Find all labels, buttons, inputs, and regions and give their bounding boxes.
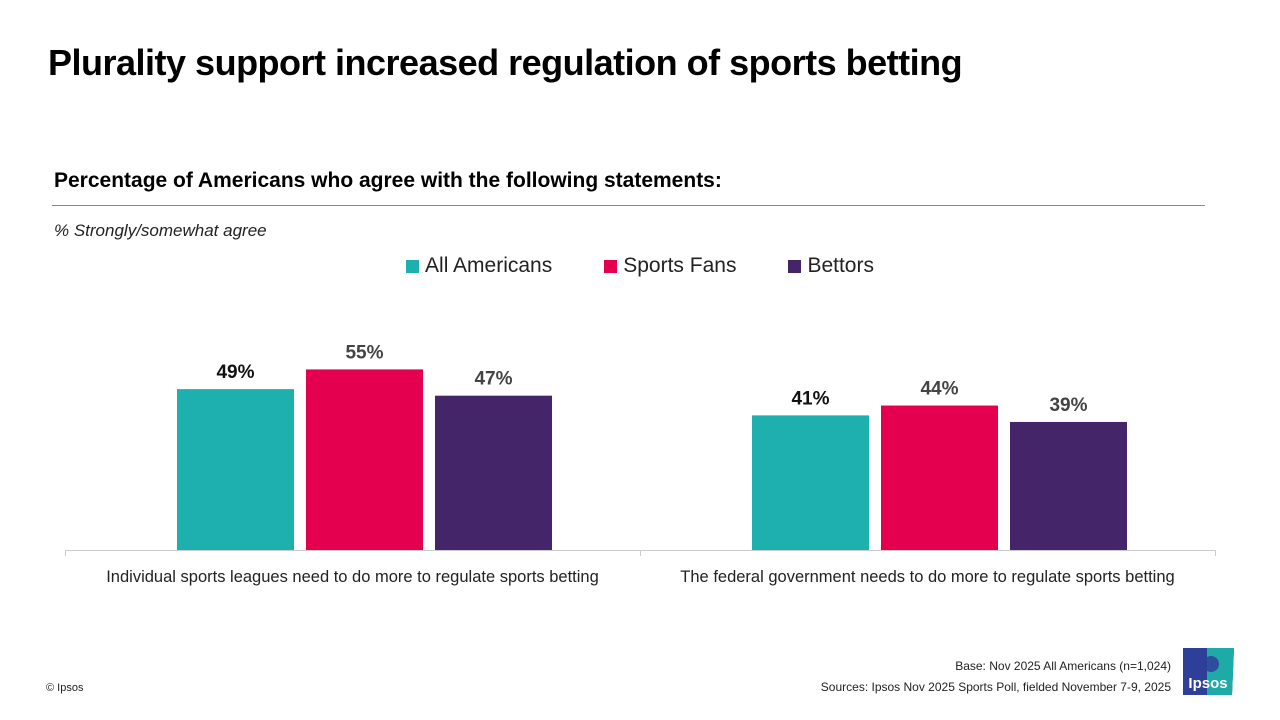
legend-item: Bettors (788, 254, 874, 278)
sources-note: Sources: Ipsos Nov 2025 Sports Poll, fie… (820, 680, 1171, 694)
data-label: 39% (1049, 395, 1087, 416)
chart-note: % Strongly/somewhat agree (54, 221, 267, 240)
divider (52, 205, 1205, 206)
legend-swatch (604, 259, 618, 273)
bar (752, 415, 869, 550)
legend: All Americans Sports Fans Bettors (0, 254, 1280, 278)
legend-item: Sports Fans (604, 254, 736, 278)
bar (881, 405, 998, 550)
legend-label: All Americans (425, 254, 553, 277)
bar (1010, 421, 1127, 550)
ipsos-logo: Ipsos (1183, 648, 1234, 695)
legend-swatch (788, 259, 802, 273)
legend-item: All Americans (406, 254, 552, 278)
copyright: © Ipsos (46, 682, 84, 694)
legend-label: Sports Fans (623, 254, 737, 277)
chart-title: Percentage of Americans who agree with t… (54, 169, 722, 192)
bar (177, 389, 294, 550)
data-label: 49% (216, 362, 254, 383)
legend-swatch (406, 259, 420, 273)
data-label: 44% (920, 379, 958, 400)
page-title: Plurality support increased regulation o… (48, 42, 963, 83)
category-label: The federal government needs to do more … (680, 568, 1174, 586)
bar (435, 395, 552, 550)
bar (306, 369, 423, 550)
data-label: 47% (474, 369, 512, 390)
legend-label: Bettors (807, 254, 874, 277)
category-label: Individual sports leagues need to do mor… (106, 568, 599, 586)
data-label: 41% (791, 388, 829, 409)
base-note: Base: Nov 2025 All Americans (n=1,024) (955, 659, 1171, 673)
data-label: 55% (345, 342, 383, 363)
svg-text:Ipsos: Ipsos (1188, 675, 1227, 692)
